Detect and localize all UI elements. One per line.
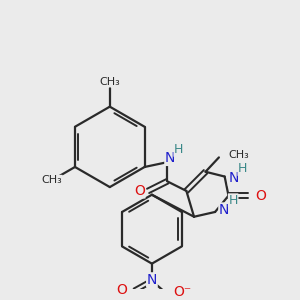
Text: O: O bbox=[116, 284, 127, 297]
Text: O⁻: O⁻ bbox=[173, 285, 191, 299]
Text: N: N bbox=[229, 172, 239, 185]
Text: N: N bbox=[219, 203, 229, 217]
Text: H: H bbox=[238, 162, 248, 176]
Text: CH₃: CH₃ bbox=[229, 151, 249, 160]
Text: O: O bbox=[255, 189, 266, 203]
Text: H: H bbox=[174, 143, 183, 156]
Text: CH₃: CH₃ bbox=[41, 176, 62, 185]
Text: N: N bbox=[147, 273, 157, 287]
Text: CH₃: CH₃ bbox=[99, 77, 120, 87]
Text: O: O bbox=[134, 184, 145, 198]
Text: H: H bbox=[229, 194, 238, 207]
Text: N: N bbox=[165, 152, 175, 165]
